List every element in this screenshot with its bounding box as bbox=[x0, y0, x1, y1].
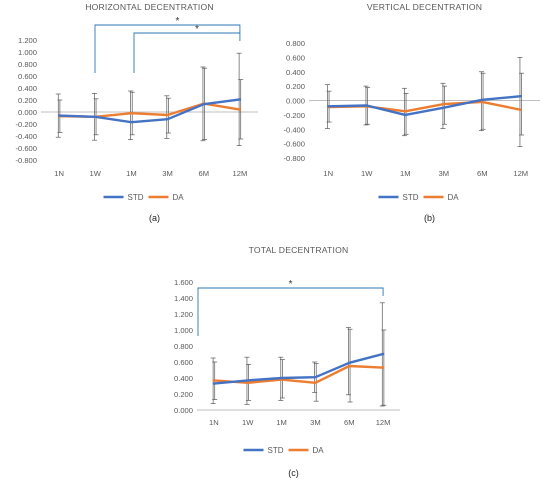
panel-label: (c) bbox=[288, 468, 299, 478]
significance-bracket bbox=[94, 24, 241, 73]
x-tick-label: 1M bbox=[126, 169, 137, 178]
x-tick-label: 12M bbox=[376, 418, 391, 427]
y-tick-label: 0.200 bbox=[18, 96, 37, 105]
x-tick-label: 3M bbox=[438, 169, 449, 178]
chart-title: HORIZONTAL DECENTRATION bbox=[85, 2, 214, 12]
x-tick-label: 3M bbox=[162, 169, 173, 178]
x-tick-label: 1W bbox=[361, 169, 373, 178]
y-tick-label: 0.600 bbox=[286, 53, 305, 62]
y-tick-label: 0.400 bbox=[174, 374, 193, 383]
chart-panel-1: HORIZONTAL DECENTRATION 1.200 1.000 0.800 0.… bbox=[15, 2, 258, 223]
x-tick-label: 12M bbox=[513, 169, 528, 178]
y-tick-label: 0.400 bbox=[286, 68, 305, 77]
y-tick-label: 0.800 bbox=[18, 60, 37, 69]
y-tick-label: 0.000 bbox=[18, 108, 37, 117]
y-tick-label: 1.400 bbox=[174, 294, 193, 303]
significance-bracket bbox=[133, 32, 241, 73]
legend-label: STD bbox=[128, 193, 144, 202]
y-tick-label: 1.600 bbox=[174, 278, 193, 287]
y-tick-label: -0.400 bbox=[283, 125, 305, 134]
y-tick-label: -0.200 bbox=[15, 120, 37, 129]
y-tick-label: -0.400 bbox=[15, 132, 37, 141]
chart-title: TOTAL DECENTRATION bbox=[249, 245, 349, 255]
y-tick-label: 0.400 bbox=[18, 84, 37, 93]
x-tick-label: 6M bbox=[344, 418, 355, 427]
legend-label: STD bbox=[268, 446, 284, 455]
x-tick-label: 1N bbox=[209, 418, 219, 427]
legend-label: DA bbox=[313, 446, 325, 455]
x-tick-label: 6M bbox=[477, 169, 488, 178]
series-line-std bbox=[57, 98, 242, 124]
chart-panel-3: TOTAL DECENTRATION 1.600 1.400 1.200 1.000 0.… bbox=[174, 245, 400, 478]
chart-panel-2: VERTICAL DECENTRATION 0.800 0.600 0.400 0.20… bbox=[283, 2, 540, 223]
chart-title: VERTICAL DECENTRATION bbox=[367, 2, 482, 12]
y-tick-label: 1.200 bbox=[18, 36, 37, 45]
y-tick-label: -0.600 bbox=[283, 140, 305, 149]
y-tick-label: 0.600 bbox=[18, 72, 37, 81]
y-tick-label: -0.800 bbox=[283, 154, 305, 163]
y-tick-label: 0.000 bbox=[286, 97, 305, 106]
x-tick-label: 1M bbox=[276, 418, 287, 427]
series-line-std bbox=[212, 352, 385, 385]
y-tick-label: -0.600 bbox=[15, 144, 37, 153]
y-tick-label: -0.800 bbox=[15, 156, 37, 165]
x-tick-label: 1W bbox=[90, 169, 102, 178]
x-tick-label: 3M bbox=[310, 418, 321, 427]
y-tick-label: 1.200 bbox=[174, 310, 193, 319]
y-tick-label: 0.800 bbox=[174, 342, 193, 351]
significance-marker: * bbox=[289, 279, 293, 290]
y-tick-label: 0.000 bbox=[174, 406, 193, 415]
y-tick-label: -0.200 bbox=[283, 111, 305, 120]
legend-label: DA bbox=[173, 193, 185, 202]
x-tick-label: 1M bbox=[400, 169, 411, 178]
legend-label: STD bbox=[403, 193, 419, 202]
x-tick-label: 1N bbox=[323, 169, 333, 178]
y-tick-label: 0.200 bbox=[286, 82, 305, 91]
series-line-da bbox=[212, 364, 385, 384]
significance-marker: * bbox=[176, 16, 180, 27]
y-tick-label: 1.000 bbox=[174, 326, 193, 335]
panel-label: (b) bbox=[424, 213, 435, 223]
significance-bracket bbox=[197, 287, 384, 336]
series-line-std bbox=[327, 94, 522, 117]
y-tick-label: 0.800 bbox=[286, 39, 305, 48]
panel-label: (a) bbox=[149, 213, 160, 223]
y-tick-label: 0.600 bbox=[174, 358, 193, 367]
x-tick-label: 12M bbox=[233, 169, 248, 178]
x-tick-label: 6M bbox=[198, 169, 209, 178]
x-tick-label: 1W bbox=[242, 418, 254, 427]
y-tick-label: 1.000 bbox=[18, 48, 37, 57]
legend-label: DA bbox=[448, 193, 460, 202]
series-line-da bbox=[57, 102, 242, 119]
x-tick-label: 1N bbox=[54, 169, 64, 178]
y-tick-label: 0.200 bbox=[174, 390, 193, 399]
significance-marker: * bbox=[195, 24, 199, 35]
